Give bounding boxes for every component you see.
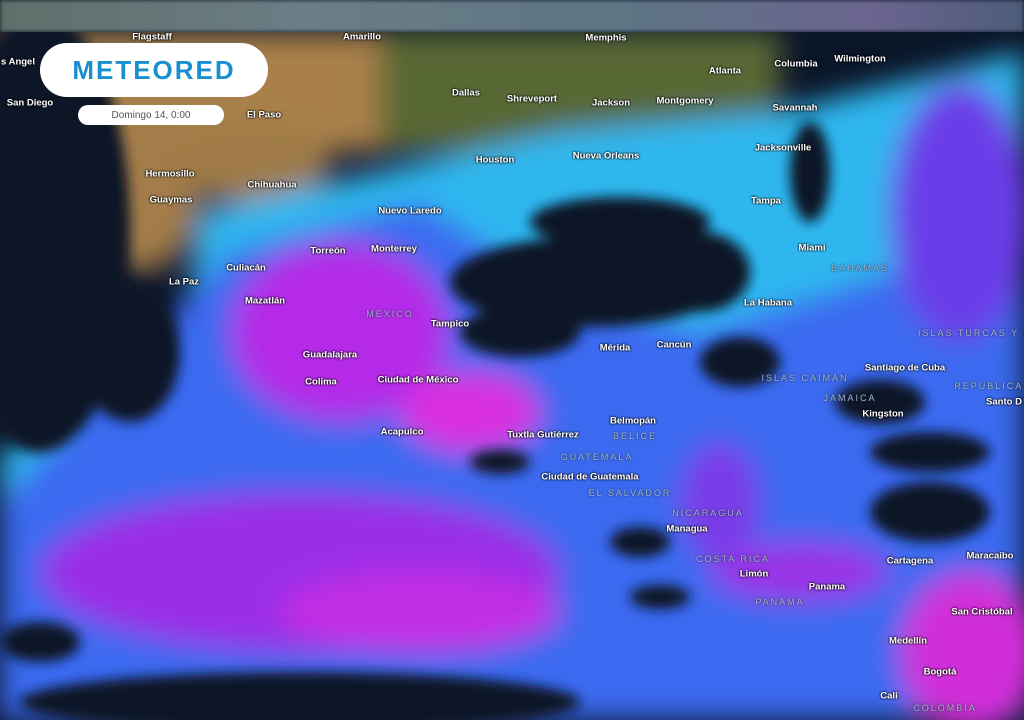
city-label: Houston — [475, 154, 515, 166]
country-label: PANAMA — [755, 597, 805, 607]
country-label: ISLAS TURCAS Y C — [917, 328, 1024, 338]
country-label: COSTA RICA — [696, 554, 770, 564]
city-label: Kingston — [862, 408, 904, 420]
country-label: JAMAICA — [823, 393, 877, 403]
country-label: REPÚBLICA D — [954, 381, 1024, 391]
country-label: EL SALVADOR — [588, 488, 672, 498]
city-label: Ciudad de México — [377, 374, 459, 386]
city-label: La Paz — [168, 276, 200, 288]
city-label: Memphis — [585, 32, 627, 44]
city-label: Limón — [739, 568, 769, 580]
city-label: Guadalajara — [302, 349, 358, 361]
top-blurred-band — [0, 0, 1024, 32]
city-label: s Angel — [1, 56, 35, 68]
city-label: Panama — [808, 581, 846, 593]
city-label: Managua — [666, 523, 708, 535]
city-label: Chihuahua — [247, 179, 297, 191]
city-label: Miami — [798, 242, 826, 254]
city-label: Belmopán — [610, 415, 656, 427]
city-label: Bogotá — [923, 666, 957, 678]
country-label: GUATEMALA — [560, 452, 634, 462]
country-label: BAHAMAS — [830, 263, 890, 273]
city-label: Mérida — [599, 342, 631, 354]
city-label: Maracaibo — [966, 550, 1014, 562]
city-label: Amarillo — [342, 32, 382, 43]
logo-text: METEORED — [72, 54, 236, 85]
country-label: COLOMBIA — [913, 703, 977, 713]
country-label: BELICE — [612, 431, 658, 441]
city-label: Hermosillo — [145, 168, 195, 180]
city-label: Colima — [305, 376, 337, 388]
city-label: Columbia — [774, 58, 818, 70]
city-label: Cartagena — [886, 555, 934, 567]
city-label: Jacksonville — [754, 142, 812, 154]
city-label: La Habana — [743, 297, 793, 309]
city-label: Jackson — [591, 97, 631, 109]
city-label: Santo D — [986, 396, 1022, 408]
city-label: Culiacán — [226, 262, 266, 274]
city-label: Monterrey — [371, 243, 417, 255]
city-label: Mazatlán — [244, 295, 286, 307]
city-label: Acapulco — [380, 426, 424, 438]
city-label: Guaymas — [149, 194, 193, 206]
city-label: Santiago de Cuba — [864, 362, 946, 374]
country-label: NICARAGUA — [672, 508, 744, 518]
precipitation-layer — [0, 32, 1024, 720]
city-label: Dallas — [452, 87, 480, 99]
city-label: Flagstaff — [132, 32, 172, 43]
city-label: Savannah — [772, 102, 818, 114]
city-label: Cali — [880, 690, 898, 702]
city-label: Tuxtla Gutiérrez — [507, 429, 579, 441]
city-label: Atlanta — [708, 65, 742, 77]
city-label: Tampico — [430, 318, 470, 330]
city-label: San Cristóbal — [951, 606, 1013, 618]
weather-map[interactable]: Flagstaff Amarillo Memphis Atlanta Colum… — [0, 32, 1024, 720]
date-time-label: Domingo 14, 0:00 — [78, 105, 224, 125]
city-label: Ciudad de Guatemala — [541, 471, 639, 483]
city-label: Nuevo Laredo — [378, 205, 442, 217]
city-label: Nueva Orleans — [572, 150, 640, 162]
city-label: Cancún — [656, 339, 692, 351]
city-label: El Paso — [246, 109, 282, 121]
city-label: Medellín — [888, 635, 928, 647]
city-label: Shreveport — [506, 93, 558, 105]
country-label: MÉXICO — [366, 309, 414, 319]
city-label: Tampa — [751, 195, 781, 207]
country-label: ISLAS CAIMÁN — [761, 373, 849, 383]
meteored-logo: METEORED — [40, 43, 268, 97]
city-label: Wilmington — [834, 53, 886, 65]
city-label: Montgomery — [656, 95, 714, 107]
city-label: San Diego — [6, 97, 54, 109]
city-label: Torreón — [310, 245, 346, 257]
